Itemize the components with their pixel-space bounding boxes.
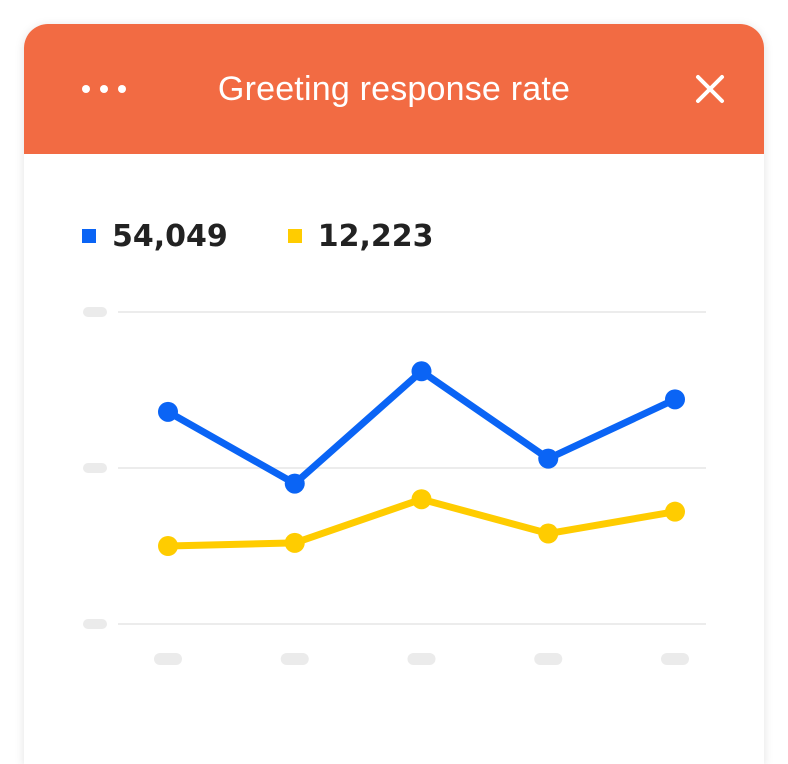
widget-header: Greeting response rate xyxy=(24,24,764,154)
series-1-point xyxy=(158,401,178,422)
x-tick-label-placeholder xyxy=(154,653,182,665)
series-1-line xyxy=(164,367,679,488)
x-tick-label-placeholder xyxy=(280,653,309,665)
series-1-point xyxy=(538,448,559,469)
series-2-point xyxy=(538,523,559,544)
legend-item-series-1: 54,049 xyxy=(82,219,228,254)
series-2-point xyxy=(665,501,685,522)
legend-swatch-series-2 xyxy=(287,229,302,243)
legend-value-series-1: 54,049 xyxy=(112,218,228,254)
series-2-point xyxy=(158,536,178,556)
close-icon[interactable] xyxy=(692,71,728,107)
x-tick-label-placeholder xyxy=(534,653,563,665)
legend-value-series-2: 12,223 xyxy=(317,218,434,254)
x-tick-label-placeholder xyxy=(407,653,436,665)
series-1-point xyxy=(284,473,305,494)
series-1-point xyxy=(411,361,432,382)
series-2-point xyxy=(284,532,305,553)
more-options-icon[interactable] xyxy=(82,78,126,100)
legend-swatch-series-1 xyxy=(82,229,96,243)
legend-item-series-2: 12,223 xyxy=(287,218,434,254)
y-tick-label-placeholder xyxy=(83,619,107,629)
y-tick-label-placeholder xyxy=(83,463,107,473)
x-tick-label-placeholder xyxy=(661,653,689,665)
y-tick-label-placeholder xyxy=(83,307,107,317)
widget-title: Greeting response rate xyxy=(217,69,571,108)
line-chart xyxy=(83,307,706,665)
widget-card: Greeting response rate 54,049 12,223 xyxy=(24,24,764,764)
series-1-point xyxy=(665,389,685,410)
chart-legend: 54,049 12,223 xyxy=(82,214,494,258)
series-2-point xyxy=(411,489,432,510)
